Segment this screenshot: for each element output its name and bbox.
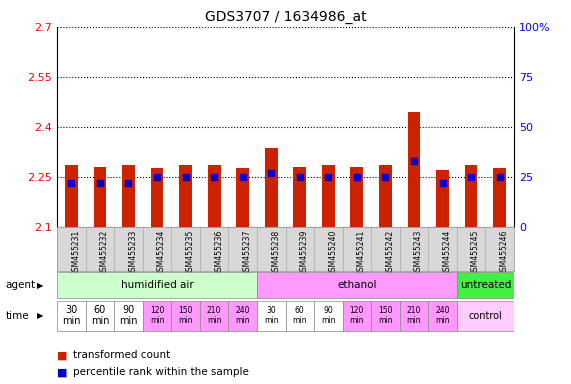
- Bar: [151, 168, 163, 227]
- Bar: [86, 301, 114, 331]
- Text: GSM455244: GSM455244: [443, 230, 452, 276]
- Bar: [171, 301, 200, 331]
- Text: 90
min: 90 min: [119, 305, 138, 326]
- Bar: [408, 112, 420, 227]
- Text: 210
min: 210 min: [207, 306, 222, 325]
- Bar: [94, 167, 106, 227]
- Text: percentile rank within the sample: percentile rank within the sample: [73, 367, 249, 377]
- Bar: [322, 165, 335, 227]
- Text: 210
min: 210 min: [407, 306, 421, 325]
- Bar: [379, 165, 392, 227]
- Text: 120
min: 120 min: [349, 306, 364, 325]
- Bar: [57, 272, 257, 298]
- Text: GSM455236: GSM455236: [214, 230, 223, 276]
- Text: 60
min: 60 min: [292, 306, 307, 325]
- Bar: [343, 301, 371, 331]
- Text: 30
min: 30 min: [62, 305, 81, 326]
- Text: ethanol: ethanol: [337, 280, 377, 290]
- Text: GSM455235: GSM455235: [186, 230, 195, 276]
- Text: GSM455231: GSM455231: [71, 230, 81, 276]
- Bar: [179, 165, 192, 227]
- Text: 90
min: 90 min: [321, 306, 336, 325]
- Bar: [57, 301, 86, 331]
- Bar: [257, 301, 286, 331]
- Text: humidified air: humidified air: [120, 280, 194, 290]
- Text: 60
min: 60 min: [91, 305, 109, 326]
- Bar: [228, 301, 257, 331]
- Text: ▶: ▶: [37, 281, 43, 290]
- Text: GSM455237: GSM455237: [243, 230, 252, 276]
- Bar: [351, 167, 363, 227]
- Text: GSM455240: GSM455240: [328, 230, 337, 276]
- Bar: [314, 301, 343, 331]
- Text: GSM455243: GSM455243: [414, 230, 423, 276]
- Bar: [208, 165, 220, 227]
- Text: GSM455245: GSM455245: [471, 230, 480, 276]
- Text: time: time: [6, 311, 29, 321]
- Text: 150
min: 150 min: [178, 306, 193, 325]
- Text: ■: ■: [57, 367, 67, 377]
- Bar: [457, 272, 514, 298]
- Bar: [257, 272, 457, 298]
- Text: 240
min: 240 min: [435, 306, 450, 325]
- Text: untreated: untreated: [460, 280, 511, 290]
- Bar: [400, 301, 428, 331]
- Text: 30
min: 30 min: [264, 306, 279, 325]
- Text: 240
min: 240 min: [235, 306, 250, 325]
- Text: GSM455242: GSM455242: [385, 230, 395, 276]
- Text: 150
min: 150 min: [378, 306, 393, 325]
- Text: GSM455238: GSM455238: [271, 230, 280, 276]
- Bar: [493, 168, 506, 227]
- Text: 120
min: 120 min: [150, 306, 164, 325]
- Bar: [265, 148, 278, 227]
- Text: ■: ■: [57, 350, 67, 360]
- Text: GSM455239: GSM455239: [300, 230, 309, 276]
- Bar: [122, 165, 135, 227]
- Bar: [286, 301, 314, 331]
- Text: GSM455246: GSM455246: [500, 230, 509, 276]
- Bar: [200, 301, 228, 331]
- Bar: [236, 168, 249, 227]
- Bar: [65, 165, 78, 227]
- Text: transformed count: transformed count: [73, 350, 170, 360]
- Bar: [143, 301, 171, 331]
- Bar: [457, 301, 514, 331]
- Text: GDS3707 / 1634986_at: GDS3707 / 1634986_at: [204, 10, 367, 23]
- Bar: [436, 170, 449, 227]
- Text: ▶: ▶: [37, 311, 43, 320]
- Text: GSM455241: GSM455241: [357, 230, 366, 276]
- Bar: [293, 167, 306, 227]
- Text: GSM455232: GSM455232: [100, 230, 109, 276]
- Bar: [428, 301, 457, 331]
- Text: control: control: [468, 311, 502, 321]
- Text: GSM455234: GSM455234: [157, 230, 166, 276]
- Bar: [465, 165, 477, 227]
- Bar: [371, 301, 400, 331]
- Bar: [114, 301, 143, 331]
- Text: agent: agent: [6, 280, 36, 290]
- Text: GSM455233: GSM455233: [128, 230, 138, 276]
